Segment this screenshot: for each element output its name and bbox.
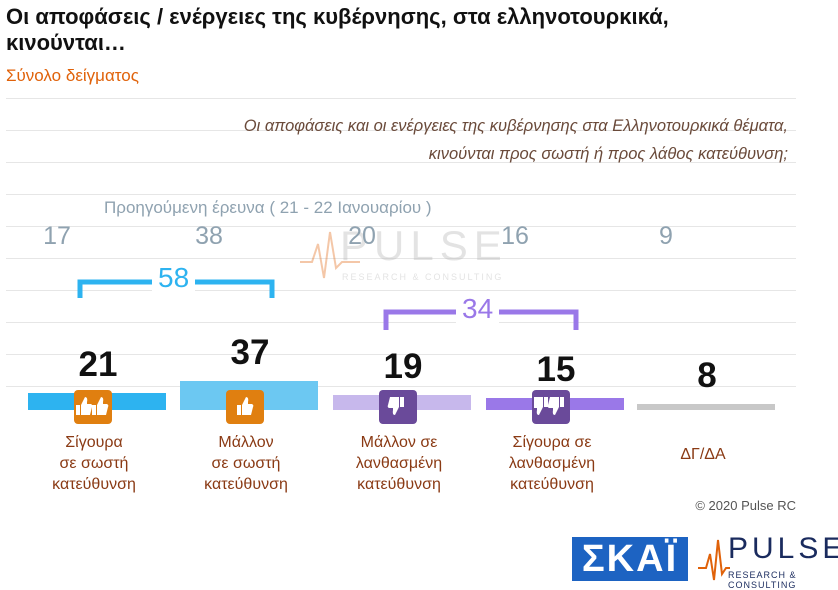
- previous-survey-caption: Προηγούμενη έρευνα ( 21 - 22 Ιανουαρίου …: [104, 198, 432, 217]
- double-thumbs-down-icon: [532, 390, 570, 424]
- grid-line: [6, 130, 796, 131]
- watermark-text: PULSE: [340, 222, 508, 269]
- category-label-line: Σίγουρα σε: [512, 434, 592, 451]
- grid-line: [6, 258, 796, 259]
- category-label-line: σε σωστή: [211, 455, 281, 472]
- pulse-logo-text: PULSE: [728, 532, 838, 565]
- previous-value-label: 9: [659, 222, 673, 250]
- category-label: ΔΓ/ΔΑ: [633, 444, 773, 465]
- grid-line: [6, 354, 796, 355]
- grid-line: [6, 386, 796, 387]
- bar-value-label: 19: [383, 346, 423, 386]
- category-label-line: σε σωστή: [59, 455, 129, 472]
- category-label-line: Μάλλον σε: [360, 434, 438, 451]
- pulse-wave-icon: [300, 231, 360, 279]
- category-label-line: κατεύθυνση: [510, 476, 594, 493]
- previous-value-label: 16: [501, 222, 529, 250]
- survey-question: Οι αποφάσεις και οι ενέργειες της κυβέρν…: [88, 112, 788, 168]
- negative-total-label: 34: [456, 293, 500, 325]
- category-label-line: ΔΓ/ΔΑ: [680, 446, 726, 463]
- chart-subtitle: Σύνολο δείγματος: [6, 66, 139, 85]
- category-label-line: Σίγουρα: [65, 434, 123, 451]
- watermark-subtext: RESEARCH & CONSULTING: [342, 272, 504, 282]
- grid-line: [6, 322, 796, 323]
- category-label: Μάλλον σε σωστή κατεύθυνση: [176, 432, 316, 495]
- question-line: Οι αποφάσεις και οι ενέργειες της κυβέρν…: [243, 117, 788, 135]
- category-label-line: κατεύθυνση: [357, 476, 441, 493]
- category-label-line: κατεύθυνση: [204, 476, 288, 493]
- bar-value-label: 15: [536, 350, 576, 390]
- double-thumbs-up-icon: [74, 390, 112, 424]
- thumbs-up-icon: [226, 390, 264, 424]
- category-label-line: λανθασμένη: [508, 455, 596, 472]
- bar-value-label: 21: [78, 345, 118, 385]
- category-label-line: Μάλλον: [218, 434, 274, 451]
- bar-value-label: 8: [697, 355, 717, 395]
- previous-value-label: 20: [348, 222, 376, 250]
- bar-value-label: 37: [230, 332, 270, 372]
- grid-line: [6, 98, 796, 99]
- pulse-wave-icon: [698, 539, 730, 581]
- pulse-watermark: PULSE RESEARCH & CONSULTING: [300, 222, 510, 292]
- grid-line: [6, 194, 796, 195]
- category-label: Μάλλον σε λανθασμένη κατεύθυνση: [329, 432, 469, 495]
- skai-logo: ΣΚΑΪ: [572, 537, 688, 581]
- category-label-line: λανθασμένη: [355, 455, 443, 472]
- previous-value-label: 17: [43, 222, 71, 250]
- grid-line: [6, 226, 796, 227]
- pulse-logo: PULSE RESEARCH & CONSULTING: [698, 532, 838, 590]
- category-label: Σίγουρα σε σωστή κατεύθυνση: [24, 432, 164, 495]
- chart-title: Οι αποφάσεις / ενέργειες της κυβέρνησης,…: [6, 4, 669, 55]
- previous-value-label: 38: [195, 222, 223, 250]
- question-line: κινούνται προς σωστή ή προς λάθος κατεύθ…: [428, 145, 788, 163]
- category-label-line: κατεύθυνση: [52, 476, 136, 493]
- thumbs-down-icon: [379, 390, 417, 424]
- bar: [637, 403, 775, 410]
- grid-line: [6, 290, 796, 291]
- pulse-logo-subtext: RESEARCH & CONSULTING: [728, 570, 797, 590]
- positive-total-label: 58: [152, 262, 196, 294]
- grid-line: [6, 162, 796, 163]
- category-label: Σίγουρα σε λανθασμένη κατεύθυνση: [482, 432, 622, 495]
- copyright-text: © 2020 Pulse RC: [695, 498, 796, 513]
